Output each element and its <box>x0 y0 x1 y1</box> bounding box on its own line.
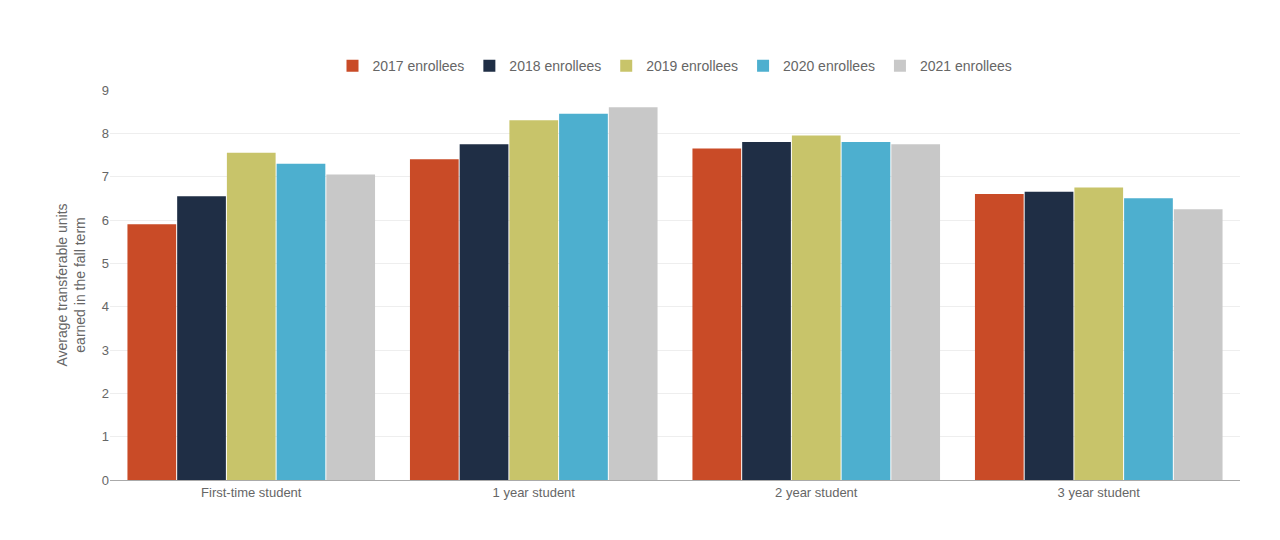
svg-text:3 year student: 3 year student <box>1058 485 1141 500</box>
svg-text:5: 5 <box>102 256 109 271</box>
svg-text:7: 7 <box>102 169 109 184</box>
svg-text:1 year student: 1 year student <box>493 485 576 500</box>
svg-text:2 year student: 2 year student <box>775 485 858 500</box>
svg-text:9: 9 <box>102 83 109 98</box>
svg-text:2019 enrollees: 2019 enrollees <box>646 58 738 74</box>
svg-text:6: 6 <box>102 213 109 228</box>
svg-text:0: 0 <box>102 473 109 488</box>
svg-text:Average transferable unitsearn: Average transferable unitsearned in the … <box>54 203 88 366</box>
svg-text:8: 8 <box>102 126 109 141</box>
svg-text:First-time student: First-time student <box>201 485 302 500</box>
svg-text:2021 enrollees: 2021 enrollees <box>920 58 1012 74</box>
svg-text:2018 enrollees: 2018 enrollees <box>509 58 601 74</box>
svg-text:2: 2 <box>102 386 109 401</box>
svg-text:2017 enrollees: 2017 enrollees <box>373 58 465 74</box>
svg-text:2020 enrollees: 2020 enrollees <box>783 58 875 74</box>
svg-text:4: 4 <box>102 299 109 314</box>
svg-text:3: 3 <box>102 343 109 358</box>
svg-text:1: 1 <box>102 429 109 444</box>
